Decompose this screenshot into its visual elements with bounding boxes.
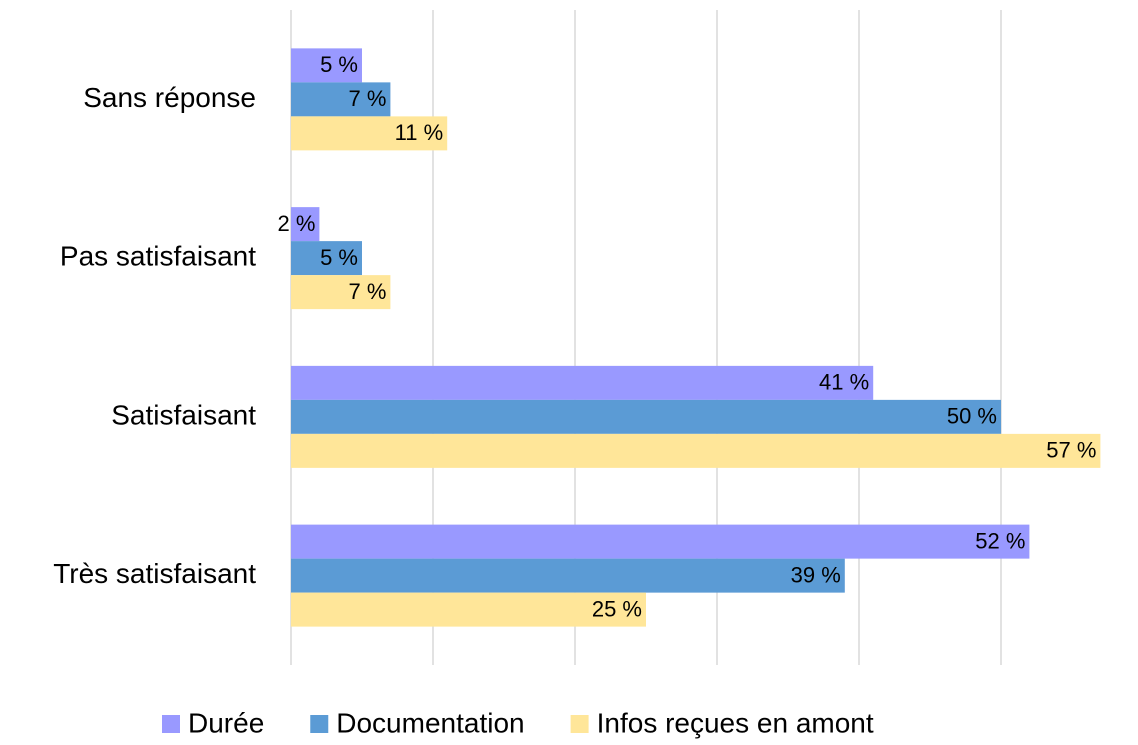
data-label: 11 % [395, 120, 444, 145]
y-tick-label: Très satisfaisant [53, 558, 256, 589]
bar [291, 241, 362, 276]
data-label: 25 % [592, 596, 642, 621]
bar [291, 524, 1030, 559]
legend-label: Documentation [336, 707, 524, 738]
y-tick-label: Satisfaisant [111, 399, 256, 430]
data-label: 41 % [819, 370, 869, 395]
bar [291, 207, 320, 242]
data-label: 2 % [277, 211, 315, 236]
bar [291, 558, 845, 593]
data-label: 5 % [320, 245, 358, 270]
bar [291, 48, 362, 83]
bar [291, 592, 646, 627]
data-label: 7 % [348, 86, 386, 111]
legend-label: Infos reçues en amont [597, 707, 874, 738]
bar [291, 399, 1001, 434]
data-label: 50 % [947, 404, 997, 429]
legend-swatch [162, 715, 180, 733]
bar [291, 82, 391, 117]
data-label: 52 % [975, 528, 1025, 553]
legend-label: Durée [188, 707, 264, 738]
bar [291, 116, 448, 151]
legend-swatch [310, 715, 329, 733]
bar [291, 275, 391, 310]
y-tick-label: Pas satisfaisant [60, 241, 256, 272]
bar [291, 433, 1101, 468]
data-label: 39 % [791, 562, 841, 587]
bar [291, 365, 874, 400]
y-tick-label: Sans réponse [83, 82, 256, 113]
legend-swatch [570, 715, 589, 733]
data-label: 5 % [320, 52, 358, 77]
data-label: 57 % [1046, 438, 1096, 463]
data-label: 7 % [348, 279, 386, 304]
